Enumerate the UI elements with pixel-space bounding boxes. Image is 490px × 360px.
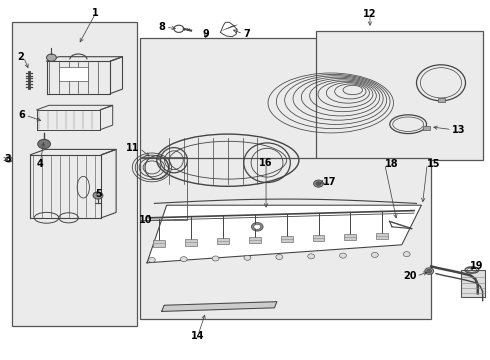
Text: 11: 11 xyxy=(126,143,140,153)
Text: 1: 1 xyxy=(92,8,99,18)
Bar xyxy=(140,158,431,319)
Text: 14: 14 xyxy=(191,330,205,341)
Circle shape xyxy=(174,25,184,32)
Bar xyxy=(59,67,88,81)
Text: 12: 12 xyxy=(363,9,377,19)
Text: 6: 6 xyxy=(19,110,25,120)
Bar xyxy=(313,235,324,241)
Bar xyxy=(461,270,485,297)
Circle shape xyxy=(308,254,315,259)
Circle shape xyxy=(276,255,283,260)
Text: 2: 2 xyxy=(17,52,24,62)
Circle shape xyxy=(314,180,323,187)
Polygon shape xyxy=(147,205,421,263)
Circle shape xyxy=(93,192,103,199)
Text: 10: 10 xyxy=(139,215,153,225)
Polygon shape xyxy=(162,302,277,311)
Circle shape xyxy=(427,269,432,273)
Bar xyxy=(281,236,293,242)
Bar xyxy=(217,238,229,244)
Bar xyxy=(344,234,356,240)
Text: 4: 4 xyxy=(37,159,44,169)
Bar xyxy=(153,240,165,247)
Bar xyxy=(185,239,197,246)
Circle shape xyxy=(244,255,251,260)
Text: 17: 17 xyxy=(323,177,337,187)
Circle shape xyxy=(371,252,378,257)
Circle shape xyxy=(38,139,50,149)
Circle shape xyxy=(316,182,321,185)
Bar xyxy=(423,126,430,130)
Circle shape xyxy=(212,256,219,261)
Text: 19: 19 xyxy=(470,261,484,271)
Circle shape xyxy=(47,54,56,61)
Text: 8: 8 xyxy=(159,22,166,32)
Circle shape xyxy=(425,268,434,274)
Circle shape xyxy=(251,222,263,231)
Bar xyxy=(140,38,358,232)
Bar xyxy=(376,233,388,239)
Bar xyxy=(12,22,137,326)
Circle shape xyxy=(340,253,346,258)
Text: 7: 7 xyxy=(243,29,250,39)
Bar xyxy=(316,31,483,160)
Bar xyxy=(140,157,187,220)
Circle shape xyxy=(403,252,410,257)
Text: 16: 16 xyxy=(259,158,273,168)
Text: 9: 9 xyxy=(202,29,209,39)
Circle shape xyxy=(180,257,187,262)
Bar xyxy=(438,98,445,102)
Bar xyxy=(249,237,261,243)
Text: 18: 18 xyxy=(385,159,398,169)
Text: 15: 15 xyxy=(427,159,441,169)
Text: 13: 13 xyxy=(452,125,466,135)
Circle shape xyxy=(148,257,155,262)
Text: 3: 3 xyxy=(4,154,11,164)
Circle shape xyxy=(254,224,261,229)
Text: 5: 5 xyxy=(96,189,102,199)
Text: 20: 20 xyxy=(403,271,416,281)
